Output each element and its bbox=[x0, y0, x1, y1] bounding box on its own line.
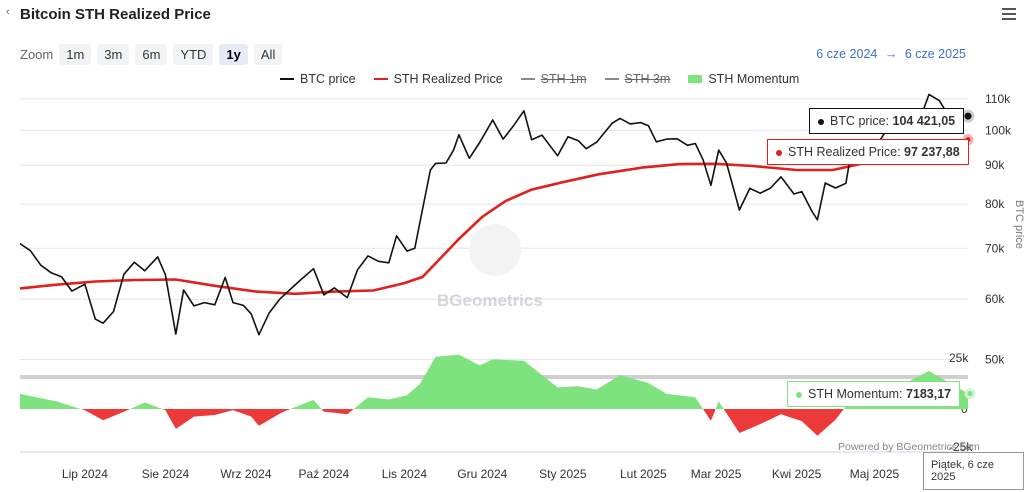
tooltip-value: 104 421,05 bbox=[892, 114, 956, 128]
btc-price-marker bbox=[961, 109, 975, 123]
legend-line-icon bbox=[604, 78, 619, 80]
hamburger-menu-icon[interactable] bbox=[1002, 8, 1016, 23]
momentum-area-positive bbox=[20, 354, 968, 409]
crosshair-date-label: Piątek, 6 cze 2025 bbox=[923, 452, 1024, 490]
x-tick-label: Sty 2025 bbox=[539, 467, 587, 481]
x-tick-label: Kwi 2025 bbox=[772, 467, 822, 481]
legend-item-sth-realized-price[interactable]: STH Realized Price bbox=[373, 72, 503, 86]
series-dot-icon bbox=[776, 149, 782, 156]
bgeometrics-logo-icon bbox=[469, 224, 521, 276]
legend-area-icon bbox=[688, 75, 703, 83]
x-tick-label: Lut 2025 bbox=[620, 467, 667, 481]
zoom-button-ytd[interactable]: YTD bbox=[173, 44, 214, 65]
tooltip-value: 7183,17 bbox=[905, 387, 952, 401]
y-tick-label: 90k bbox=[985, 158, 1005, 172]
zoom-button-6m[interactable]: 6m bbox=[135, 44, 168, 65]
tooltip-label: STH Momentum: bbox=[808, 387, 903, 401]
legend-label: STH Momentum bbox=[708, 72, 800, 86]
y-tick-label: 80k bbox=[985, 197, 1005, 211]
zoom-button-1y[interactable]: 1y bbox=[219, 44, 248, 65]
legend-line-icon bbox=[373, 78, 388, 80]
sth-realized-price-line bbox=[19, 138, 969, 296]
x-tick-label: Mar 2025 bbox=[691, 467, 742, 481]
x-tick-label: Paź 2024 bbox=[299, 467, 350, 481]
legend-label: STH 1m bbox=[540, 72, 587, 86]
chart-legend: BTC price STH Realized Price STH 1m STH … bbox=[280, 72, 817, 86]
y-tick-label: 60k bbox=[985, 292, 1005, 306]
zoom-button-3m[interactable]: 3m bbox=[97, 44, 130, 65]
tooltip-value: 97 237,88 bbox=[904, 145, 960, 159]
legend-label: BTC price bbox=[300, 72, 356, 86]
momentum-marker bbox=[964, 387, 976, 399]
x-tick-label: Lis 2024 bbox=[382, 467, 428, 481]
legend-item-btc-price[interactable]: BTC price bbox=[280, 72, 356, 86]
x-tick-label: Gru 2024 bbox=[457, 467, 507, 481]
series-dot-icon bbox=[818, 118, 824, 125]
powered-by-credit[interactable]: Powered by BGeometrics.com bbox=[838, 441, 980, 453]
btc-price-line bbox=[19, 93, 969, 336]
x-tick-label: Maj 2025 bbox=[850, 467, 900, 481]
zoom-label: Zoom bbox=[20, 47, 54, 62]
legend-line-icon bbox=[520, 78, 535, 80]
zoom-button-all[interactable]: All bbox=[253, 44, 283, 65]
momentum-area-negative bbox=[20, 409, 968, 436]
y-tick-label: 110k bbox=[985, 92, 1011, 106]
series-dot-icon bbox=[796, 391, 802, 398]
legend-label: STH 3m bbox=[624, 72, 671, 86]
chevron-left-icon[interactable]: ‹ bbox=[6, 6, 10, 18]
momentum-tick-label: 25k bbox=[949, 351, 969, 365]
sth-realized-price-tooltip: STH Realized Price: 97 237,88 bbox=[767, 139, 969, 165]
range-arrow: → bbox=[884, 47, 898, 61]
date-range: 6 cze 2024 → 6 cze 2025 bbox=[812, 47, 966, 61]
watermark: BGeometrics bbox=[437, 291, 543, 310]
sth-momentum-tooltip: STH Momentum: 7183,17 bbox=[787, 381, 961, 407]
y-tick-label: 50k bbox=[985, 353, 1005, 367]
range-from[interactable]: 6 cze 2024 bbox=[816, 47, 878, 61]
zoom-button-1m[interactable]: 1m bbox=[59, 44, 92, 65]
legend-item-sth-1m[interactable]: STH 1m bbox=[520, 72, 587, 86]
x-tick-label: Wrz 2024 bbox=[220, 467, 271, 481]
btc-price-tooltip: BTC price: 104 421,05 bbox=[809, 108, 965, 134]
legend-item-sth-momentum[interactable]: STH Momentum bbox=[688, 72, 799, 86]
momentum-tick-label: -25k bbox=[949, 440, 973, 454]
x-tick-label: Lip 2024 bbox=[62, 467, 108, 481]
tooltip-label: BTC price: bbox=[830, 114, 890, 128]
legend-label: STH Realized Price bbox=[393, 72, 503, 86]
legend-line-icon bbox=[280, 78, 294, 80]
zoom-selector: Zoom 1m 3m 6m YTD 1y All bbox=[20, 44, 288, 65]
y-tick-label: 100k bbox=[985, 123, 1012, 137]
x-tick-label: Sie 2024 bbox=[142, 467, 190, 481]
tooltip-label: STH Realized Price: bbox=[788, 145, 901, 159]
chart-header: ‹ Bitcoin STH Realized Price bbox=[0, 0, 1024, 32]
range-to[interactable]: 6 cze 2025 bbox=[904, 47, 966, 61]
chart-title: Bitcoin STH Realized Price bbox=[20, 6, 211, 23]
y-tick-label: 70k bbox=[985, 241, 1005, 255]
y-axis-title: BTC price bbox=[1013, 200, 1024, 249]
legend-item-sth-3m[interactable]: STH 3m bbox=[604, 72, 671, 86]
